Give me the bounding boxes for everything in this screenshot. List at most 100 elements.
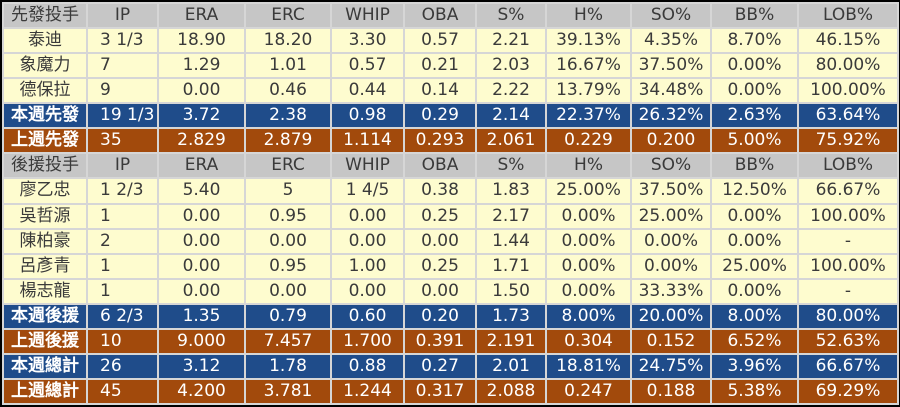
stat-cell: 1.78 <box>244 352 332 380</box>
column-header: WHIP <box>330 1 405 30</box>
stat-cell: 1 <box>86 202 159 230</box>
stat-cell: 0.00 <box>157 202 246 230</box>
column-header: IP <box>86 1 159 30</box>
stat-cell: 2.21 <box>475 27 547 55</box>
stat-cell: 0.60 <box>330 302 405 330</box>
column-header: ERC <box>244 152 332 180</box>
stat-cell: 2.191 <box>475 327 547 355</box>
stat-cell: 80.00% <box>797 52 899 80</box>
stat-cell: 2.63% <box>710 102 799 130</box>
stat-cell: 7.457 <box>244 327 332 355</box>
stat-cell: 9.000 <box>157 327 246 355</box>
stat-cell: 0.44 <box>330 77 405 105</box>
player-name: 陳柏豪 <box>2 227 88 255</box>
this-week-total-row: 本週後援 6 2/3 1.35 0.79 0.60 0.20 1.73 8.00% 20.00%… <box>2 302 899 330</box>
stat-cell: 5 <box>244 177 332 205</box>
stat-cell: 100.00% <box>797 252 899 280</box>
stat-cell: 26 <box>86 352 159 380</box>
stat-cell: 10 <box>86 327 159 355</box>
stat-cell: 0.00 <box>244 227 332 255</box>
stat-cell: 69.29% <box>797 377 899 406</box>
total-label: 本週先發 <box>2 102 88 130</box>
stat-cell: 0.00 <box>157 227 246 255</box>
stat-cell: - <box>797 227 899 255</box>
stat-cell: 25.00% <box>545 177 632 205</box>
stat-cell: 4.35% <box>630 27 712 55</box>
stat-cell: 3 1/3 <box>86 27 159 55</box>
column-header: SO% <box>630 1 712 30</box>
stat-cell: 46.15% <box>797 27 899 55</box>
stat-cell: 100.00% <box>797 77 899 105</box>
stat-cell: 0.00 <box>330 202 405 230</box>
stat-cell: 35 <box>86 127 159 155</box>
stat-cell: 1.29 <box>157 52 246 80</box>
stat-cell: 0.00% <box>710 77 799 105</box>
stat-cell: 2.38 <box>244 102 332 130</box>
section-title: 先發投手 <box>2 1 88 30</box>
stat-cell: 0.27 <box>403 352 477 380</box>
stat-cell: 2.01 <box>475 352 547 380</box>
stat-cell: 0.317 <box>403 377 477 406</box>
stat-cell: 26.32% <box>630 102 712 130</box>
stat-cell: 2.088 <box>475 377 547 406</box>
stat-cell: 25.00% <box>710 252 799 280</box>
stat-cell: 0.391 <box>403 327 477 355</box>
stat-cell: 8.70% <box>710 27 799 55</box>
player-row: 陳柏豪 2 0.00 0.00 0.00 0.00 1.44 0.00% 0.00% 0.00% - <box>2 227 899 255</box>
stat-cell: 2.879 <box>244 127 332 155</box>
stat-cell: 20.00% <box>630 302 712 330</box>
stat-cell: 18.90 <box>157 27 246 55</box>
stat-cell: 1.73 <box>475 302 547 330</box>
stat-cell: 1.01 <box>244 52 332 80</box>
player-name: 吳哲源 <box>2 202 88 230</box>
stat-cell: 0.25 <box>403 252 477 280</box>
column-header: S% <box>475 152 547 180</box>
stat-cell: 3.96% <box>710 352 799 380</box>
player-name: 楊志龍 <box>2 277 88 305</box>
stat-cell: 0.57 <box>330 52 405 80</box>
stat-cell: 0.00 <box>330 277 405 305</box>
column-header: H% <box>545 152 632 180</box>
stat-cell: 18.81% <box>545 352 632 380</box>
stat-cell: 66.67% <box>797 177 899 205</box>
stat-cell: 39.13% <box>545 27 632 55</box>
stat-cell: 2 <box>86 227 159 255</box>
column-header: LOB% <box>797 152 899 180</box>
stat-cell: 0.00% <box>710 202 799 230</box>
stat-cell: 19 1/3 <box>86 102 159 130</box>
stat-cell: 0.20 <box>403 302 477 330</box>
stat-cell: 13.79% <box>545 77 632 105</box>
stat-cell: 0.14 <box>403 77 477 105</box>
stat-cell: 1.244 <box>330 377 405 406</box>
stat-cell: 2.829 <box>157 127 246 155</box>
stat-cell: 2.22 <box>475 77 547 105</box>
total-label: 本週後援 <box>2 302 88 330</box>
player-row: 呂彥青 1 0.00 0.95 1.00 0.25 1.71 0.00% 0.00% 25.00%… <box>2 252 899 280</box>
stat-cell: 1.50 <box>475 277 547 305</box>
stat-cell: 24.75% <box>630 352 712 380</box>
stat-cell: 0.00% <box>630 252 712 280</box>
stat-cell: 3.781 <box>244 377 332 406</box>
player-name: 德保拉 <box>2 77 88 105</box>
stat-cell: 4.200 <box>157 377 246 406</box>
stat-cell: 0.38 <box>403 177 477 205</box>
stat-cell: 33.33% <box>630 277 712 305</box>
stat-cell: 0.152 <box>630 327 712 355</box>
player-name: 象魔力 <box>2 52 88 80</box>
stat-cell: 0.304 <box>545 327 632 355</box>
player-row: 德保拉 9 0.00 0.46 0.44 0.14 2.22 13.79% 34.48% 0.00… <box>2 77 899 105</box>
column-header: H% <box>545 1 632 30</box>
this-week-total-row: 本週總計 26 3.12 1.78 0.88 0.27 2.01 18.81% 24.75% 3.… <box>2 352 899 380</box>
stat-cell: 66.67% <box>797 352 899 380</box>
stat-cell: 0.00 <box>244 277 332 305</box>
stat-cell: 80.00% <box>797 302 899 330</box>
section-header-row: 後援投手 IP ERA ERC WHIP OBA S% H% SO% BB% LOB% <box>2 152 899 180</box>
stat-cell: 0.00% <box>630 227 712 255</box>
total-label: 上週先發 <box>2 127 88 155</box>
this-week-total-row: 本週先發 19 1/3 3.72 2.38 0.98 0.29 2.14 22.37% 26.3… <box>2 102 899 130</box>
column-header: S% <box>475 1 547 30</box>
stat-cell: 2.03 <box>475 52 547 80</box>
stat-cell: 16.67% <box>545 52 632 80</box>
stat-cell: 0.00 <box>157 252 246 280</box>
